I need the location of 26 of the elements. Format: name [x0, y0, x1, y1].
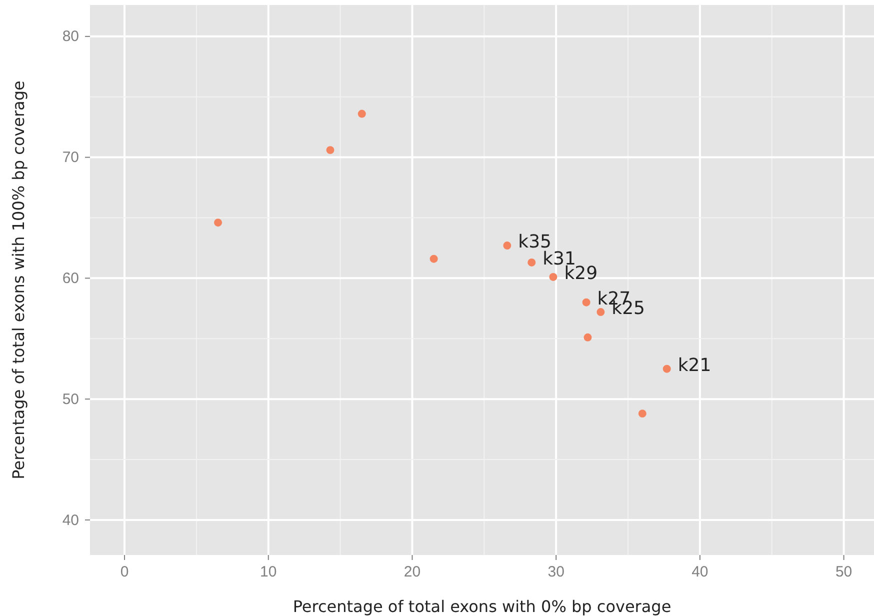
point	[528, 258, 536, 266]
point	[503, 242, 512, 250]
x-tick-label: 20	[404, 564, 421, 581]
point	[326, 146, 334, 154]
y-tick-label: 50	[62, 390, 79, 408]
y-tick-label: 80	[62, 28, 79, 46]
point	[638, 410, 646, 418]
point	[430, 254, 438, 263]
point	[584, 333, 592, 342]
y-tick-label: 70	[62, 149, 79, 166]
point	[662, 364, 671, 373]
point	[582, 298, 590, 306]
x-axis-title: Percentage of total exons with 0% bp coverage	[292, 597, 672, 616]
x-tick-label: 0	[120, 564, 129, 581]
point	[358, 110, 366, 118]
point	[596, 308, 605, 316]
point	[549, 272, 558, 281]
x-tick-label: 10	[260, 564, 277, 581]
y-tick-label: 40	[62, 512, 79, 529]
x-tick-label: 50	[835, 564, 852, 581]
y-tick-label: 60	[62, 270, 79, 287]
y-axis-title: Percentage of total exons with 100% bp coverage	[9, 80, 28, 480]
x-tick-label: 30	[548, 564, 564, 581]
x-tick-label: 40	[692, 564, 708, 581]
point	[214, 218, 222, 227]
annotation: k21	[678, 354, 712, 376]
